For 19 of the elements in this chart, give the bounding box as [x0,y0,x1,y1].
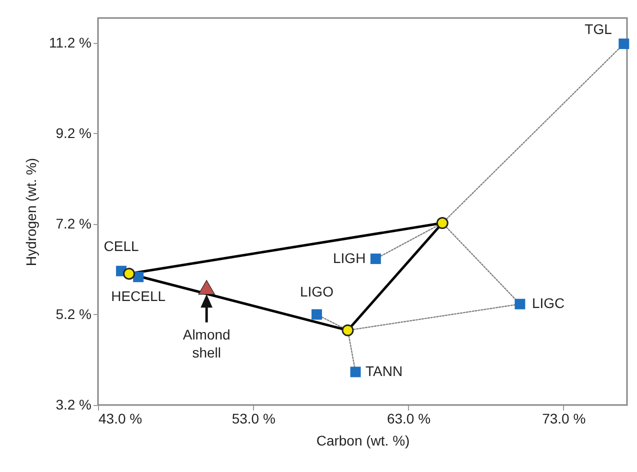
y-tick-label: 3.2 % [56,396,92,412]
x-tick-label: 73.0 % [542,410,586,426]
y-tick-label: 7.2 % [56,215,92,232]
data-label: TANN [366,362,403,379]
x-tick-label: 63.0 % [386,410,431,426]
y-tick-label: 9.2 % [56,124,92,141]
annotation: Almond shell [182,326,230,360]
data-label: CELL [104,238,139,254]
data-label: TGL [584,20,612,37]
data-label: HECELL [111,288,166,304]
x-tick-label: 53.0 % [232,410,276,426]
x-tick-label: 43.0 % [98,410,142,426]
data-label: LIGO [300,283,334,300]
data-label: LIGC [532,295,565,312]
y-tick-label: 5.2 % [56,306,92,322]
data-label: LIGH [333,250,366,266]
y-tick-label: 11.2 % [48,34,92,50]
x-axis-title: Carbon (wt. %) [316,432,410,448]
y-axis-title: Hydrogen (wt. %) [22,158,39,266]
